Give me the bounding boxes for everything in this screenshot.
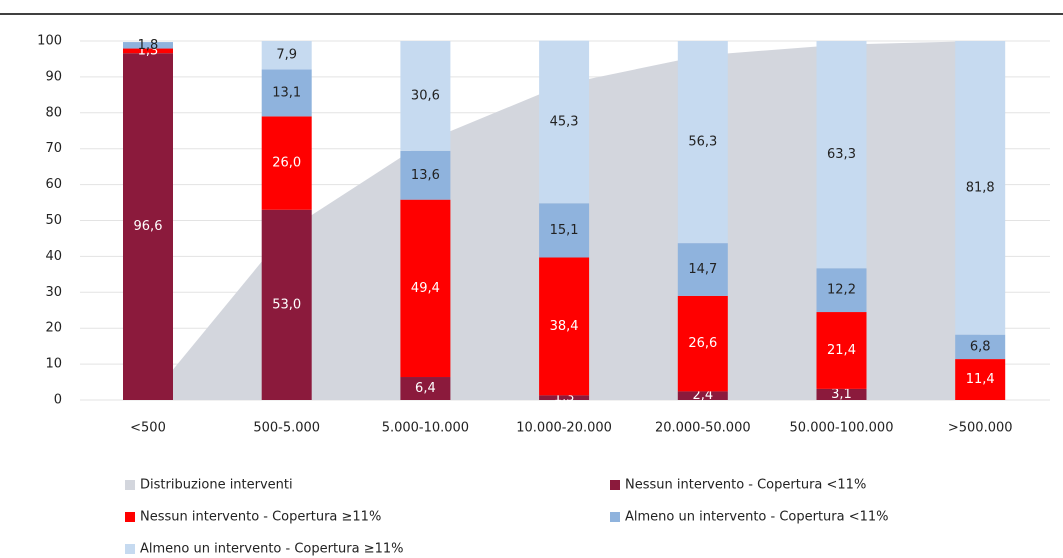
data-label: 96,6 (134, 219, 163, 234)
x-tick-label: 500-5.000 (253, 421, 320, 436)
bar-segment (955, 359, 1006, 400)
legend-swatch (125, 512, 135, 522)
legend-label: Distribuzione interventi (140, 478, 293, 493)
data-label: 15,1 (550, 223, 579, 238)
y-tick-label: 60 (45, 177, 62, 192)
bar-segment (955, 334, 1006, 360)
bar-segment (123, 42, 173, 49)
bar-segment (816, 41, 867, 269)
x-tick-label: 20.000-50.000 (655, 421, 751, 436)
bar-segment (677, 391, 728, 400)
bar-segment (816, 388, 867, 400)
bar-segment (677, 243, 728, 296)
y-tick-label: 0 (54, 393, 62, 408)
legend-swatch (610, 512, 620, 522)
data-label: 30,6 (411, 88, 440, 103)
x-tick-label: 10.000-20.000 (516, 421, 612, 436)
x-tick-label: <500 (130, 421, 166, 436)
bar-segment (677, 295, 728, 392)
bar-segment (539, 203, 590, 258)
bar-segment (123, 48, 173, 54)
y-tick-label: 20 (45, 321, 62, 336)
legend-label: Nessun intervento - Copertura ≥11% (140, 510, 381, 525)
x-tick-label: >500.000 (948, 421, 1013, 436)
bar-segment (816, 268, 867, 313)
data-label: 13,6 (411, 168, 440, 183)
y-tick-label: 80 (45, 105, 62, 120)
legend-swatch (125, 480, 135, 490)
data-label: 6,8 (970, 339, 991, 354)
legend-swatch (125, 544, 135, 554)
bar-segment (539, 395, 590, 400)
data-label: 26,0 (272, 156, 301, 171)
bar-segment (261, 116, 312, 210)
data-label: 26,6 (688, 336, 717, 351)
y-tick-label: 90 (45, 69, 62, 84)
data-label: 63,3 (827, 147, 856, 162)
x-tick-label: 5.000-10.000 (382, 421, 469, 436)
data-label: 14,7 (688, 262, 717, 277)
y-tick-label: 40 (45, 249, 62, 264)
legend-label: Almeno un intervento - Copertura ≥11% (140, 542, 404, 557)
data-label: 56,3 (688, 135, 717, 150)
y-tick-label: 70 (45, 141, 62, 156)
data-label: 53,0 (272, 297, 301, 312)
data-label: 2,4 (692, 388, 713, 403)
data-label: 38,4 (550, 319, 579, 334)
legend-label: Nessun intervento - Copertura <11% (625, 478, 866, 493)
data-label: 1,8 (138, 38, 159, 53)
bar-segment (400, 377, 451, 400)
data-label: 81,8 (966, 180, 995, 195)
legend-label: Almeno un intervento - Copertura <11% (625, 510, 889, 525)
bar-segment (816, 312, 867, 389)
y-tick-label: 10 (45, 357, 62, 372)
bar-segment (261, 41, 312, 70)
y-tick-label: 100 (37, 34, 62, 49)
data-label: 7,9 (276, 48, 297, 63)
data-label: 12,2 (827, 283, 856, 298)
data-label: 45,3 (550, 114, 579, 129)
bar-segment (400, 150, 451, 200)
y-tick-label: 30 (45, 285, 62, 300)
bar-segment (955, 41, 1006, 335)
legend-swatch (610, 480, 620, 490)
data-label: 11,4 (966, 372, 995, 387)
bar-segment (677, 41, 728, 244)
bar-segment (400, 41, 451, 151)
data-label: 3,1 (831, 387, 852, 402)
data-label: 21,4 (827, 343, 856, 358)
data-label: 49,4 (411, 281, 440, 296)
bar-segment (261, 69, 312, 117)
bar-segment (539, 40, 590, 204)
x-tick-label: 50.000-100.000 (790, 421, 894, 436)
y-tick-label: 50 (45, 213, 62, 228)
bar-segment (123, 53, 173, 401)
bar-segment (261, 209, 312, 400)
data-label: 6,4 (415, 381, 436, 396)
bar-segment (400, 199, 451, 378)
data-label: 13,1 (272, 85, 301, 100)
bar-segment (539, 257, 590, 396)
